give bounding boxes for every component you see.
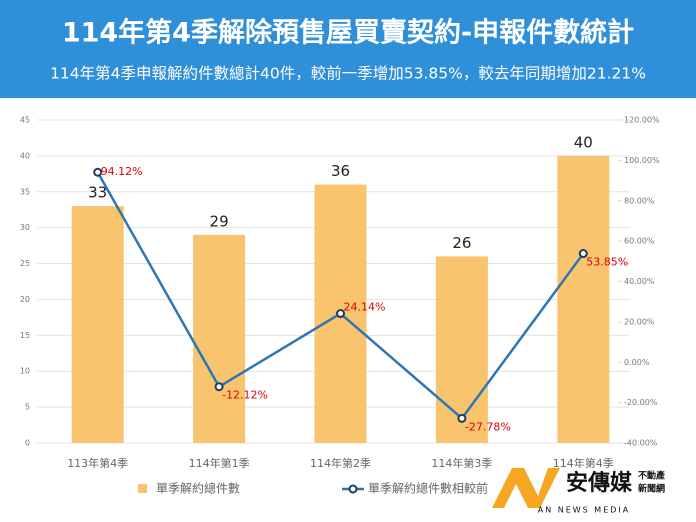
y-tick-label: 15 xyxy=(20,331,30,340)
line-marker xyxy=(578,249,588,259)
bar xyxy=(557,155,610,443)
y2-tick-label: 0.00% xyxy=(624,358,650,367)
y-tick-label: 20 xyxy=(20,295,30,304)
y2-tick-label: 120.00% xyxy=(624,116,660,125)
line-marker xyxy=(214,382,224,392)
line-value-label: 24.14% xyxy=(344,301,386,314)
line-marker xyxy=(457,413,467,423)
bar xyxy=(193,234,246,443)
x-tick-label: 114年第3季 xyxy=(431,456,492,470)
line-value-label: -12.12% xyxy=(222,389,268,402)
bar-value-label: 26 xyxy=(452,234,471,252)
y2-tick-label: -20.00% xyxy=(624,398,658,407)
logo: 安傳媒 不動產 新聞網 AN NEWS MEDIA xyxy=(492,468,665,515)
bar xyxy=(435,256,488,443)
logo-tag: 不動產 xyxy=(638,470,665,482)
x-tick-label: 114年第2季 xyxy=(310,456,371,470)
legend-swatch xyxy=(138,484,147,493)
bar-value-label: 33 xyxy=(88,184,107,202)
y2-tick-label: 40.00% xyxy=(624,277,655,286)
y-tick-label: 10 xyxy=(20,367,30,376)
y-tick-label: 45 xyxy=(20,116,30,125)
legend-label: 單季解約總件數相較前 xyxy=(368,481,488,496)
chart-subtitle: 114年第4季申報解約件數總計40件，較前一季增加53.85%，較去年同期增加2… xyxy=(50,65,646,83)
logo-name: 安傳媒 xyxy=(566,470,633,496)
logo-tag: 新聞網 xyxy=(638,483,665,495)
line-value-label: 94.12% xyxy=(101,165,143,178)
header-band xyxy=(0,0,696,98)
bar-value-label: 29 xyxy=(210,212,229,230)
bar xyxy=(71,206,124,443)
legend-label: 單季解約總件數 xyxy=(156,481,240,496)
y-tick-label: 5 xyxy=(25,403,30,412)
line-value-label: 53.85% xyxy=(586,256,628,269)
logo-english: AN NEWS MEDIA xyxy=(538,506,631,515)
line-value-label: -27.78% xyxy=(465,420,511,433)
y-tick-label: 25 xyxy=(20,259,30,268)
line-marker xyxy=(93,167,103,177)
y-tick-label: 35 xyxy=(20,187,30,196)
y2-tick-label: 100.00% xyxy=(624,156,660,165)
bar-value-label: 40 xyxy=(574,133,593,151)
y-tick-label: 0 xyxy=(25,439,30,448)
x-tick-label: 113年第4季 xyxy=(67,456,128,470)
y2-tick-label: -40.00% xyxy=(624,439,658,448)
x-tick-label: 114年第4季 xyxy=(553,456,614,470)
y2-tick-label: 80.00% xyxy=(624,196,655,205)
logo-mark xyxy=(492,468,560,508)
chart-title: 114年第4季解除預售屋買賣契約-申報件數統計 xyxy=(62,17,634,49)
y-tick-label: 30 xyxy=(20,223,30,232)
x-tick-label: 114年第1季 xyxy=(189,456,250,470)
y2-tick-label: 60.00% xyxy=(624,237,655,246)
line-marker xyxy=(336,309,345,319)
bar-value-label: 36 xyxy=(331,162,350,180)
legend-swatch xyxy=(348,484,358,494)
y-tick-label: 40 xyxy=(20,151,30,160)
y2-tick-label: 20.00% xyxy=(624,317,655,326)
